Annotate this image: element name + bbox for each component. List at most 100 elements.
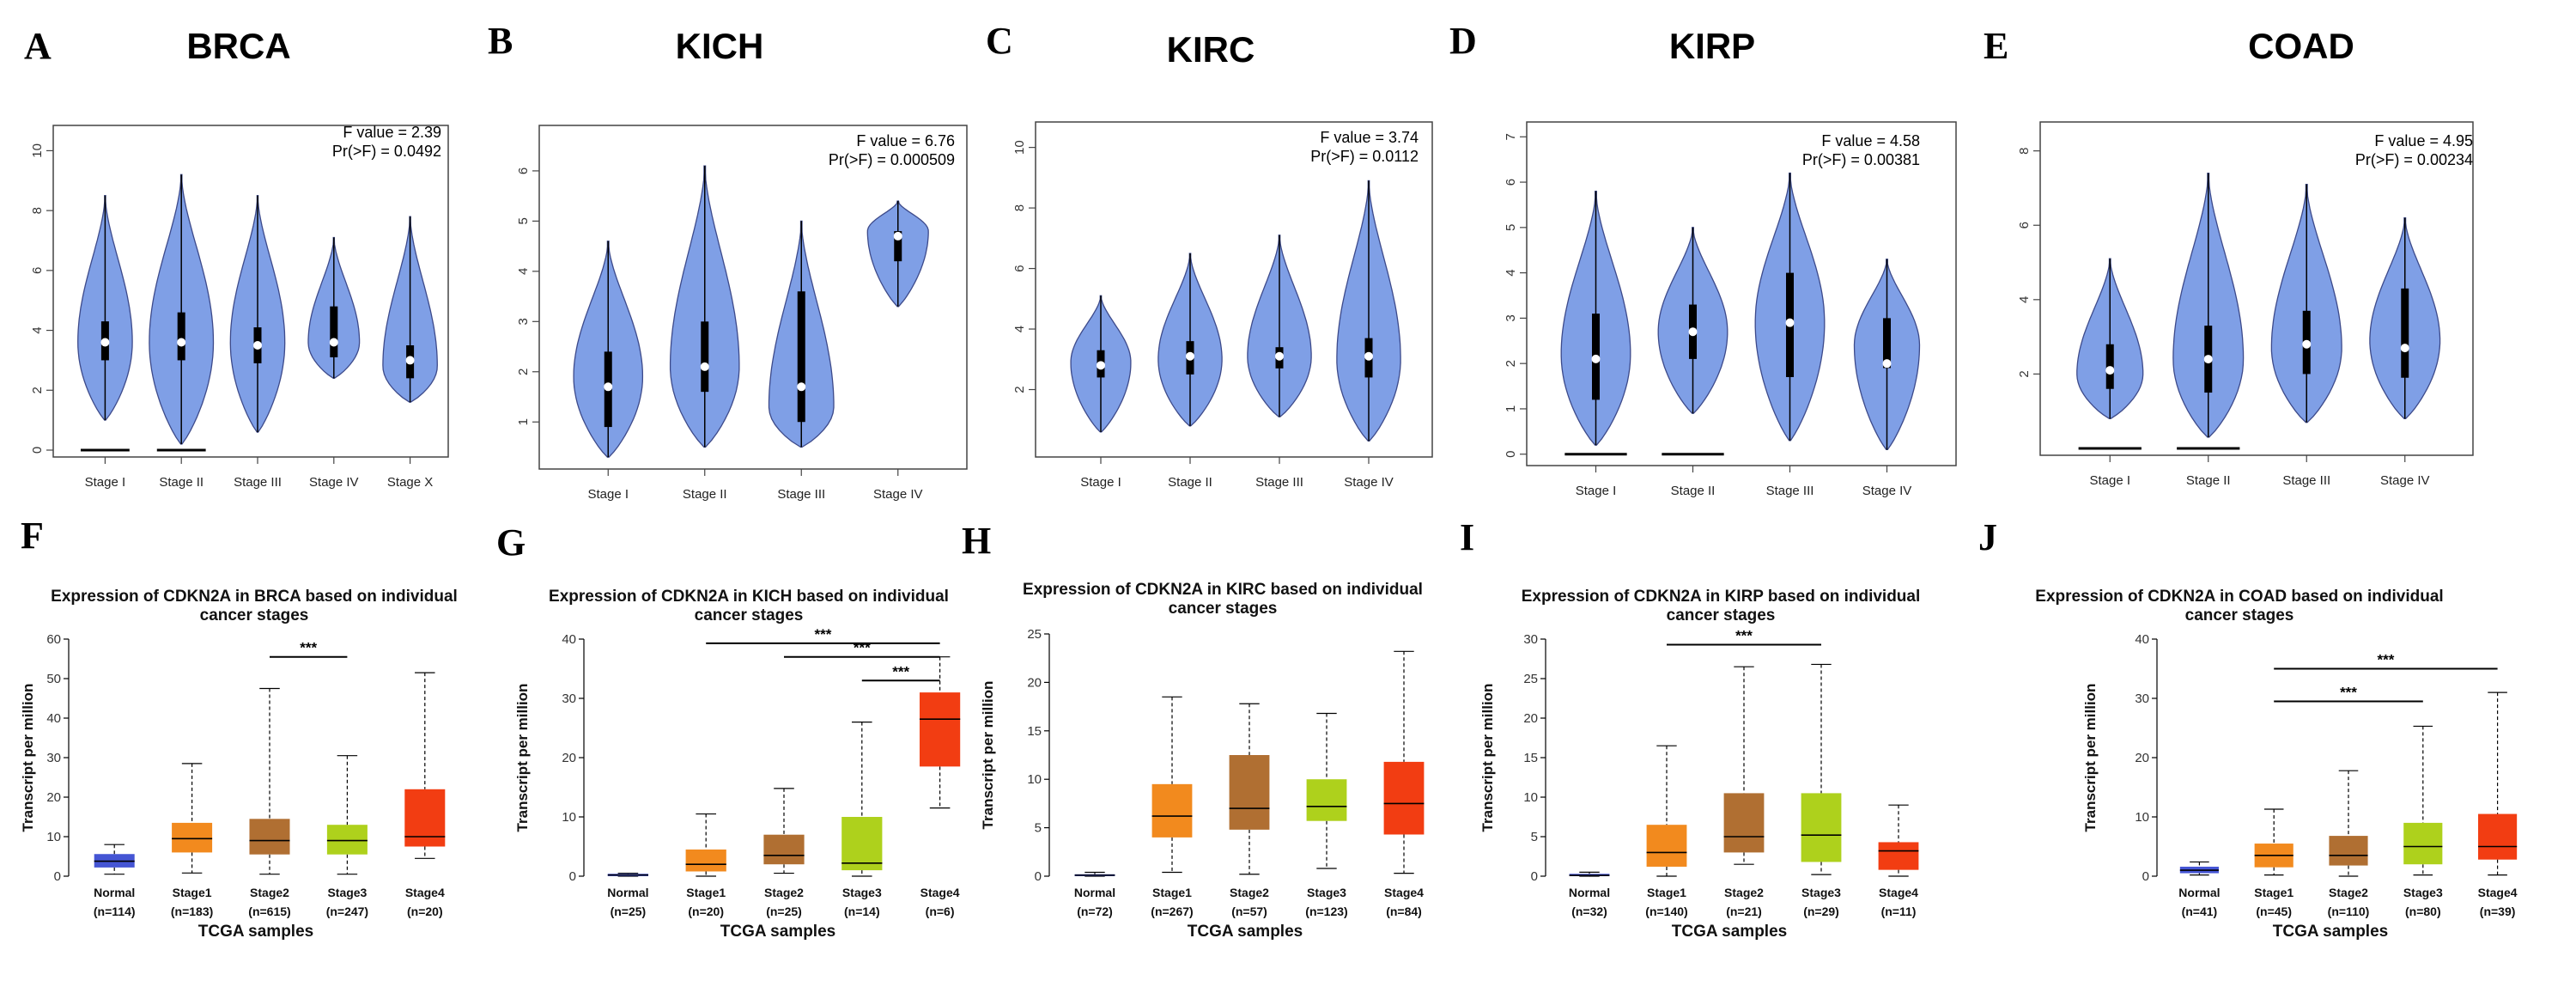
violin-iqr-box [330, 306, 338, 357]
significance-label: *** [2377, 652, 2394, 668]
violin-median-point [2203, 355, 2213, 364]
y-tick-label: 7 [1504, 133, 1518, 140]
x-category-label: Stage2 [764, 886, 804, 899]
chart-title-line: Expression of CDKN2A in BRCA based on in… [51, 588, 458, 606]
violin-iqr-box [701, 321, 709, 393]
x-tick-label: Stage II [159, 475, 204, 490]
f-value: F value = 4.58 [1821, 132, 1920, 149]
y-tick-label: 8 [30, 207, 45, 214]
box-iqr [1878, 842, 1919, 870]
sample-count-label: (n=14) [844, 905, 880, 918]
y-tick-label: 20 [1027, 675, 1042, 690]
y-tick-label: 5 [516, 217, 531, 224]
violin-median-point [700, 362, 709, 371]
significance-label: *** [814, 626, 831, 643]
y-tick-label: 1 [516, 418, 531, 425]
y-tick-label: 60 [46, 632, 61, 647]
y-tick-label: 40 [46, 711, 61, 726]
y-tick-label: 25 [1027, 627, 1042, 642]
y-tick-label: 6 [1012, 265, 1027, 271]
panel-letter: H [962, 520, 991, 562]
y-tick-label: 0 [1035, 869, 1042, 884]
sample-count-label: (n=247) [326, 905, 368, 918]
box-iqr [249, 819, 290, 855]
f-value: F value = 3.74 [1320, 129, 1419, 146]
y-tick-label: 30 [46, 751, 61, 765]
sample-count-label: (n=72) [1077, 905, 1113, 918]
chart-title-line: cancer stages [695, 606, 804, 624]
box-iqr [763, 834, 805, 865]
x-axis-label: TCGA samples [720, 923, 835, 941]
y-tick-label: 0 [1504, 451, 1518, 458]
violin-median-point [253, 341, 262, 350]
x-tick-label: Stage IV [309, 475, 359, 490]
y-tick-label: 0 [30, 447, 45, 454]
x-category-label: Stage1 [1647, 886, 1686, 899]
violin-median-point [405, 356, 415, 365]
y-axis-label: Transcript per million [2082, 684, 2099, 832]
sample-count-label: (n=140) [1645, 905, 1687, 918]
x-category-label: Stage1 [2254, 886, 2293, 899]
y-tick-label: 0 [2142, 869, 2149, 884]
panel-letter: D [1449, 20, 1477, 62]
x-tick-label: Stage III [234, 475, 282, 490]
box-iqr [172, 822, 213, 853]
f-value: F value = 6.76 [856, 132, 955, 149]
x-category-label: Normal [607, 886, 648, 899]
x-category-label: Stage3 [1307, 886, 1346, 899]
violin-panel-kich: B KICH F value = 6.76 Pr(>F) = 0.000509 1 2 3 4… [488, 20, 968, 502]
x-category-label: Stage4 [1879, 886, 1918, 899]
y-tick-label: 10 [30, 143, 45, 158]
x-axis-label: TCGA samples [2273, 923, 2388, 941]
y-tick-label: 4 [516, 268, 531, 275]
plot-frame [1526, 121, 1957, 466]
violin-median-point [1882, 359, 1892, 369]
y-tick-label: 40 [562, 632, 576, 647]
p-value: Pr(>F) = 0.00234 [2355, 151, 2473, 168]
y-tick-label: 6 [2017, 222, 2032, 228]
plot-frame [538, 125, 968, 470]
violin-panel-coad: E COAD F value = 4.95 Pr(>F) = 0.00234 2 4 6 8 S… [1984, 25, 2474, 488]
x-tick-label: Stage III [2282, 473, 2330, 488]
x-tick-label: Stage II [1168, 475, 1212, 490]
box-iqr [326, 825, 368, 855]
sample-count-label: (n=110) [2328, 905, 2370, 918]
box-iqr [1723, 793, 1765, 853]
x-tick-label: Stage III [1255, 475, 1303, 490]
chart-title-line: Expression of CDKN2A in KICH based on in… [549, 588, 949, 606]
sample-count-label: (n=114) [94, 905, 136, 918]
significance-label: *** [2340, 684, 2357, 700]
y-axis-label: Transcript per million [514, 684, 531, 832]
x-tick-label: Stage III [1766, 484, 1814, 498]
chart-title-line: cancer stages [2185, 606, 2294, 624]
p-value: Pr(>F) = 0.00381 [1802, 151, 1920, 168]
boxplot-panel-3: H Expression of CDKN2A in KIRC based on i… [962, 520, 1425, 941]
significance-label: *** [1735, 627, 1753, 643]
boxplot-panel-5: J Expression of CDKN2A in COAD based on i… [1978, 516, 2518, 941]
y-tick-label: 15 [1027, 724, 1042, 739]
panel-letter: F [21, 515, 44, 557]
y-tick-label: 10 [2135, 810, 2149, 825]
x-category-label: Stage1 [1152, 886, 1192, 899]
chart-title: KICH [676, 26, 764, 66]
panel-letter: B [488, 20, 513, 62]
box-iqr [1646, 825, 1687, 867]
x-category-label: Stage2 [2329, 886, 2368, 899]
y-tick-label: 2 [1504, 360, 1518, 367]
sample-count-label: (n=615) [248, 905, 290, 918]
y-tick-label: 4 [2017, 296, 2032, 303]
box-iqr [2329, 836, 2368, 866]
violin-panel-brca: A BRCA F value = 2.39 Pr(>F) = 0.0492 0 2 4 6 8 1… [24, 25, 449, 490]
x-tick-label: Stage IV [1344, 475, 1394, 490]
panel-letter: J [1978, 516, 1997, 558]
x-tick-label: Stage III [777, 487, 825, 502]
x-category-label: Normal [94, 886, 135, 899]
y-tick-label: 20 [1523, 711, 1538, 726]
y-tick-label: 3 [516, 318, 531, 325]
box-iqr [1306, 779, 1347, 821]
y-tick-label: 5 [1504, 224, 1518, 231]
panel-letter: A [24, 25, 52, 67]
violin-median-point [1591, 354, 1601, 363]
chart-title: KIRP [1669, 26, 1755, 66]
y-tick-label: 4 [30, 326, 45, 333]
